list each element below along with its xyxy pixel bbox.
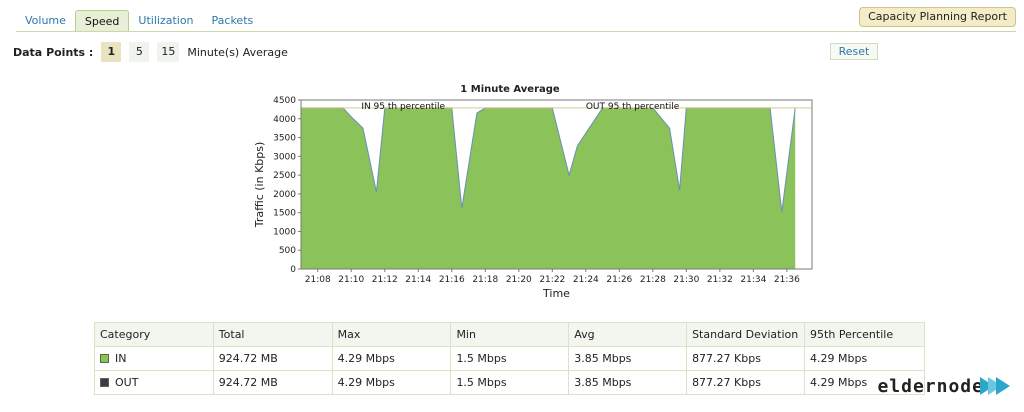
chart-title: 1 Minute Average [460, 84, 560, 95]
row-std-dev: 877.27 Kbps [686, 346, 806, 371]
tab-utilization[interactable]: Utilization [138, 14, 194, 27]
y-axis-label: Traffic (in Kbps) [253, 142, 266, 229]
row-95th-percentile: 4.29 Mbps [804, 370, 925, 395]
x-tick-label: 21:32 [707, 275, 733, 285]
row-category: OUT [94, 370, 214, 395]
row-min: 1.5 Mbps [450, 370, 570, 395]
row-total: 924.72 MB [212, 346, 333, 371]
x-tick-label: 21:12 [372, 275, 398, 285]
header-std-dev: Standard Deviation [686, 322, 806, 347]
row-category-label: IN [115, 352, 127, 365]
header-max: Max [331, 322, 452, 347]
y-tick-label: 1500 [273, 209, 296, 219]
data-points-suffix: Minute(s) Average [187, 45, 288, 59]
x-axis: 21:08 21:10 21:12 21:14 21:16 21:18 21:20 21:22… [305, 269, 800, 285]
in-legend-swatch [100, 354, 109, 363]
x-tick-label: 21:30 [673, 275, 699, 285]
tab-speed[interactable]: Speed [74, 10, 130, 32]
y-tick-label: 4000 [273, 115, 296, 125]
y-tick-label: 2500 [273, 171, 296, 181]
y-tick-label: 0 [290, 265, 296, 275]
data-points-1-button[interactable]: 1 [101, 42, 122, 62]
x-tick-label: 21:26 [606, 275, 632, 285]
y-tick-label: 500 [279, 246, 296, 256]
plot-frame [300, 99, 813, 270]
header-95th-percentile: 95th Percentile [804, 322, 925, 347]
out-legend-swatch [100, 378, 109, 387]
header-min: Min [450, 322, 570, 347]
x-axis-label: Time [542, 287, 570, 300]
x-tick-label: 21:28 [640, 275, 666, 285]
tab-bar: Volume Speed Utilization Packets [16, 10, 262, 32]
logo-arrows-icon [980, 377, 1010, 395]
eldernode-logo: eldernode [877, 372, 1010, 400]
x-tick-label: 21:22 [539, 275, 565, 285]
x-tick-label: 21:36 [774, 275, 800, 285]
y-axis: 0 500 1000 1500 2000 2500 3000 3500 4000 4500 [273, 96, 301, 275]
x-tick-label: 21:24 [573, 275, 599, 285]
row-category: IN [94, 346, 214, 371]
row-total: 924.72 MB [212, 370, 333, 395]
row-std-dev: 877.27 Kbps [686, 370, 806, 395]
x-tick-label: 21:34 [740, 275, 766, 285]
x-tick-label: 21:18 [472, 275, 498, 285]
header-total: Total [212, 322, 333, 347]
x-tick-label: 21:08 [305, 275, 331, 285]
row-min: 1.5 Mbps [450, 346, 570, 371]
table-row: OUT 924.72 MB 4.29 Mbps 1.5 Mbps 3.85 Mb… [94, 370, 925, 395]
y-tick-label: 3500 [273, 134, 296, 144]
tab-packets[interactable]: Packets [211, 14, 254, 27]
reset-button[interactable]: Reset [830, 43, 878, 60]
data-points-selector: Data Points : 1 5 15 Minute(s) Average [13, 42, 288, 62]
x-tick-label: 21:14 [405, 275, 431, 285]
row-category-label: OUT [115, 376, 139, 389]
table-header-row: Category Total Max Min Avg Standard Devi… [94, 322, 925, 347]
header-avg: Avg [568, 322, 688, 347]
speed-chart: 1 Minute Average 0 500 1000 1500 2000 2500 300… [253, 84, 813, 300]
tab-volume[interactable]: Volume [25, 14, 66, 27]
y-tick-label: 2000 [273, 190, 296, 200]
data-points-label: Data Points : [13, 45, 94, 59]
x-tick-label: 21:10 [338, 275, 364, 285]
capacity-planning-report-button[interactable]: Capacity Planning Report [859, 7, 1016, 27]
tab-divider [16, 31, 1016, 32]
y-tick-label: 3000 [273, 152, 296, 162]
in-percentile-annotation: IN 95 th percentile [361, 102, 445, 112]
in-series-area [301, 107, 796, 270]
row-max: 4.29 Mbps [331, 346, 452, 371]
x-tick-label: 21:20 [506, 275, 532, 285]
x-tick-label: 21:16 [439, 275, 465, 285]
table-row: IN 924.72 MB 4.29 Mbps 1.5 Mbps 3.85 Mbp… [94, 346, 925, 371]
row-avg: 3.85 Mbps [568, 346, 688, 371]
header-category: Category [94, 322, 214, 347]
out-percentile-annotation: OUT 95 th percentile [586, 102, 680, 112]
row-max: 4.29 Mbps [331, 370, 452, 395]
y-tick-label: 4500 [273, 96, 296, 106]
logo-text: eldernode [877, 375, 984, 397]
data-points-5-button[interactable]: 5 [129, 42, 150, 62]
data-points-15-button[interactable]: 15 [157, 42, 180, 62]
y-tick-label: 1000 [273, 227, 296, 237]
row-avg: 3.85 Mbps [568, 370, 688, 395]
row-95th-percentile: 4.29 Mbps [804, 346, 925, 371]
stats-table: Category Total Max Min Avg Standard Devi… [94, 322, 925, 395]
